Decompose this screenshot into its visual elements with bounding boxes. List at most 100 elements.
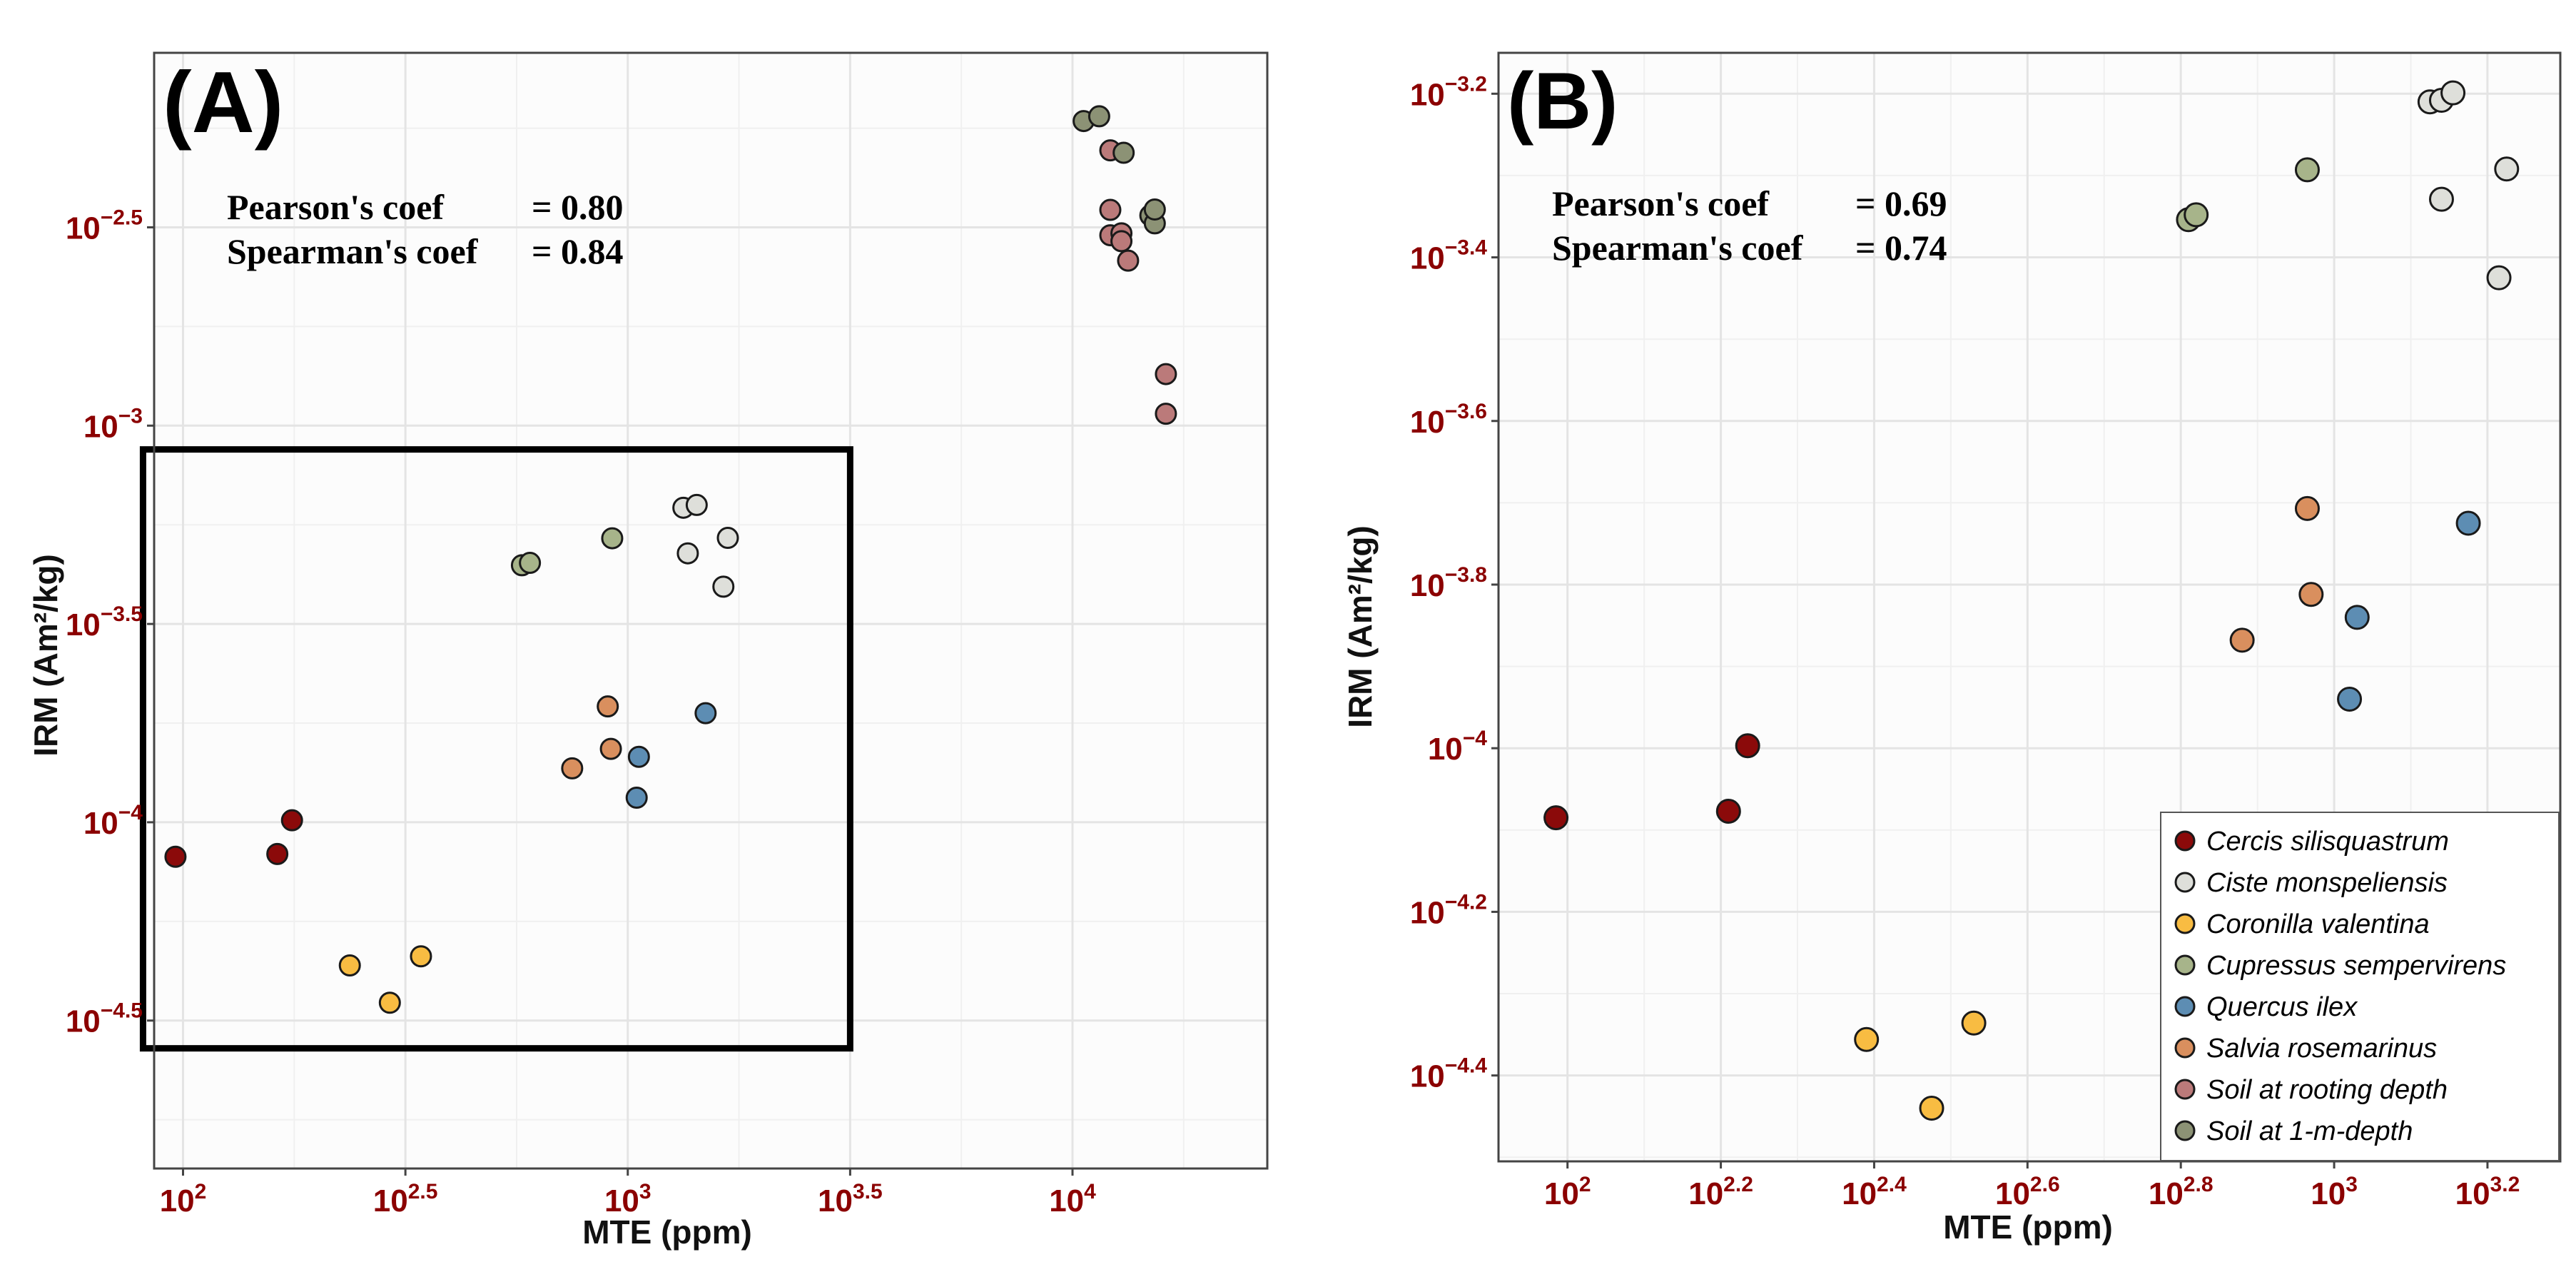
panel-a-frame xyxy=(153,51,1269,1170)
panel-b-x-tick-label: 102.8 xyxy=(2149,1173,2214,1211)
panel-a-point-soil-at-rooting-depth xyxy=(1155,363,1177,385)
panel-b-point-quercus-ilex xyxy=(2337,686,2363,712)
panel-b-y-tick-label: 10−3.6 xyxy=(1410,400,1487,440)
panel-b-y-tick-label: 10−4.4 xyxy=(1410,1054,1487,1094)
panel-a-inset-box xyxy=(139,446,853,1052)
panel-b-spearman-label: Spearman's coef xyxy=(1552,228,1804,268)
panel-b-y-tick-label: 10−3.2 xyxy=(1410,72,1487,112)
panel-a-point-ciste-monspeliensis xyxy=(712,575,735,598)
panel-b-y-tick-label: 10−3.4 xyxy=(1410,236,1487,276)
panel-b-point-cercis-silisquastrum xyxy=(1735,733,1760,759)
panel-b-x-ticks: 102 102.2 102.4 102.6 102.8 103 103.2 xyxy=(1544,1161,2520,1211)
panel-b-point-coronilla-valentina xyxy=(1961,1010,1987,1036)
panel-a-point-salvia-rosemarinus xyxy=(599,737,622,760)
panel-b-y-tick-label: 10−4 xyxy=(1428,727,1487,767)
panel-b-x-tick-label: 102.4 xyxy=(1842,1173,1907,1211)
panel-a-point-soil-at-1-m-depth xyxy=(1087,105,1110,128)
panel-a-point-ciste-monspeliensis xyxy=(716,527,739,550)
panel-b-point-ciste-monspeliensis xyxy=(2440,80,2466,106)
legend-marker-quercus-ilex xyxy=(2174,996,2196,1017)
panel-a-point-cupressus-sempervirens xyxy=(601,527,624,550)
panel-a-y-tick-label: 10−3 xyxy=(83,404,143,444)
legend-items: Cercis silisquastrum Ciste monspeliensis C… xyxy=(2174,827,2506,1146)
panel-b-pearson-label: Pearson's coef xyxy=(1552,183,1770,223)
panel-b-point-salvia-rosemarinus xyxy=(2229,627,2255,653)
panel-b-y-tick-label: 10−3.8 xyxy=(1410,563,1487,603)
panel-a-y-ticks: 10−2.5 10−3 10−3.5 10−4 10−4.5 xyxy=(66,206,154,1039)
panel-b-point-cupressus-sempervirens xyxy=(2184,202,2209,228)
legend: Cercis silisquastrum Ciste monspeliensis C… xyxy=(2160,812,2560,1161)
legend-label-cercis-silisquastrum: Cercis silisquastrum xyxy=(2206,827,2449,857)
legend-label-soil-at-rooting-depth: Soil at rooting depth xyxy=(2206,1075,2448,1105)
panel-b-y-tick-label: 10−4.2 xyxy=(1410,890,1487,930)
panel-b-point-cupressus-sempervirens xyxy=(2294,157,2320,183)
panel-b-pearson-value: = 0.69 xyxy=(1855,183,1947,223)
panel-a-point-cupressus-sempervirens xyxy=(519,552,542,575)
panel-a-zoom-rectangle xyxy=(139,446,853,1052)
panel-b: 102 102.2 102.4 102.6 102.8 103 103.2 10−3.210… xyxy=(1342,51,2562,1246)
legend-marker-salvia-rosemarinus xyxy=(2174,1037,2196,1059)
panel-a-point-cercis-silisquastrum xyxy=(164,845,187,868)
legend-label-cupressus-sempervirens: Cupressus sempervirens xyxy=(2206,951,2506,981)
panel-a-x-tick-label: 103.5 xyxy=(818,1180,883,1218)
panel-b-frame xyxy=(1497,51,2562,1163)
panel-b-x-tick-label: 102.2 xyxy=(1688,1173,1753,1211)
panel-b-point-ciste-monspeliensis xyxy=(2494,156,2520,182)
panel-a-y-tick-label: 10−2.5 xyxy=(66,206,143,246)
panel-b-spearman-value: = 0.74 xyxy=(1855,228,1947,268)
legend-label-salvia-rosemarinus: Salvia rosemarinus xyxy=(2206,1034,2437,1064)
panel-a-point-soil-at-1-m-depth xyxy=(1143,198,1166,221)
legend-marker-cupressus-sempervirens xyxy=(2174,954,2196,976)
panel-b-x-axis-title: MTE (ppm) xyxy=(1943,1208,2113,1246)
panel-a-y-tick-label: 10−4.5 xyxy=(66,999,143,1039)
panel-a: 102 102.5 103 103.5 104 10−2.5 10−3 10−3.5 10−4… xyxy=(27,51,1269,1251)
panel-b-x-tick-label: 102.6 xyxy=(1995,1173,2060,1211)
panel-b-point-salvia-rosemarinus xyxy=(2294,495,2320,521)
panel-a-label: (A) xyxy=(163,54,283,151)
panel-a-spearman-label: Spearman's coef xyxy=(227,231,479,271)
panel-a-spearman-value: = 0.84 xyxy=(532,231,624,271)
panel-a-x-axis-title: MTE (ppm) xyxy=(582,1213,752,1251)
panel-a-point-cercis-silisquastrum xyxy=(280,809,303,832)
panel-a-point-cercis-silisquastrum xyxy=(266,842,289,865)
panel-a-point-coronilla-valentina xyxy=(410,945,432,968)
panel-b-point-quercus-ilex xyxy=(2455,510,2481,536)
panel-b-y-ticks: 10−3.2 10−3.4 10−3.6 10−3.8 10−4 10−4.2 10−4.4 xyxy=(1410,72,1499,1094)
panel-a-point-soil-at-rooting-depth xyxy=(1155,403,1177,425)
panel-a-x-tick-label: 104 xyxy=(1049,1180,1096,1218)
panel-b-label: (B) xyxy=(1507,56,1618,146)
panel-a-point-coronilla-valentina xyxy=(338,954,361,977)
legend-marker-ciste-monspeliensis xyxy=(2174,872,2196,893)
panel-a-x-ticks: 102 102.5 103 103.5 104 xyxy=(160,1169,1096,1218)
panel-b-x-tick-label: 103.2 xyxy=(2455,1173,2520,1211)
panel-a-x-tick-label: 103 xyxy=(604,1180,651,1218)
panel-a-point-ciste-monspeliensis xyxy=(685,493,708,516)
panel-b-point-cercis-silisquastrum xyxy=(1543,805,1569,831)
legend-box xyxy=(2160,812,2560,1161)
panel-b-point-coronilla-valentina xyxy=(1919,1096,1944,1121)
legend-label-quercus-ilex: Quercus ilex xyxy=(2206,992,2358,1022)
panel-b-point-ciste-monspeliensis xyxy=(2486,265,2512,291)
panel-b-points xyxy=(1543,80,2520,1121)
legend-marker-soil-at-rooting-depth xyxy=(2174,1079,2196,1100)
panel-a-y-tick-label: 10−4 xyxy=(83,801,143,841)
panel-a-pearson-label: Pearson's coef xyxy=(227,187,445,227)
panel-a-gridlines xyxy=(154,53,1267,1169)
panel-b-point-ciste-monspeliensis xyxy=(2428,186,2454,212)
panel-a-point-soil-at-rooting-depth xyxy=(1117,249,1140,272)
legend-marker-cercis-silisquastrum xyxy=(2174,830,2196,852)
panel-b-point-salvia-rosemarinus xyxy=(2298,582,2324,607)
panel-a-y-tick-label: 10−3.5 xyxy=(66,602,143,642)
panel-b-point-quercus-ilex xyxy=(2344,605,2370,630)
panel-a-point-salvia-rosemarinus xyxy=(561,757,584,779)
panel-a-point-salvia-rosemarinus xyxy=(597,695,619,718)
legend-label-soil-at-1-m-depth: Soil at 1-m-depth xyxy=(2206,1116,2413,1146)
panel-a-point-soil-at-1-m-depth xyxy=(1112,141,1135,164)
panel-a-y-axis-title: IRM (Am²/kg) xyxy=(27,554,64,757)
legend-label-coronilla-valentina: Coronilla valentina xyxy=(2206,909,2430,939)
panel-b-point-coronilla-valentina xyxy=(1854,1026,1880,1052)
panel-a-x-tick-label: 102 xyxy=(160,1180,207,1218)
panel-a-point-coronilla-valentina xyxy=(378,991,401,1014)
panel-a-point-quercus-ilex xyxy=(627,745,650,768)
panel-a-point-quercus-ilex xyxy=(625,786,648,809)
